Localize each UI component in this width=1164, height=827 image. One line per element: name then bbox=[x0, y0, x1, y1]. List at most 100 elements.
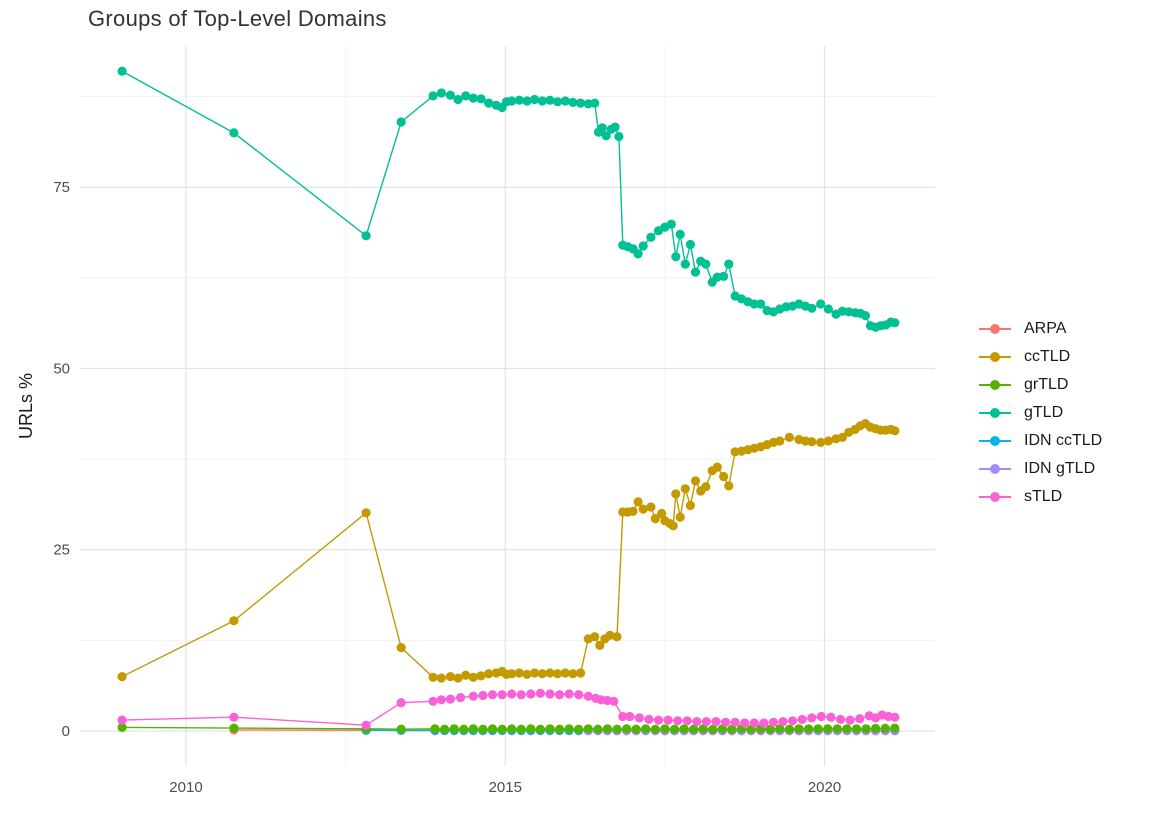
data-point-stld bbox=[711, 717, 721, 727]
data-point-cctld bbox=[484, 669, 494, 679]
data-point-grtld bbox=[507, 724, 517, 734]
data-point-grtld bbox=[554, 724, 565, 734]
data-point-stld bbox=[682, 716, 692, 726]
data-point-cctld bbox=[685, 500, 696, 511]
data-point-grtld bbox=[487, 724, 498, 734]
data-point-grtld bbox=[622, 724, 632, 734]
legend-item-stld: sTLD bbox=[978, 488, 1102, 506]
data-point-cctld bbox=[507, 669, 517, 679]
data-point-grtld bbox=[832, 724, 842, 734]
data-point-grtld bbox=[602, 724, 613, 734]
data-point-cctld bbox=[605, 630, 615, 640]
legend-label: grTLD bbox=[1024, 376, 1069, 393]
legend-key-icon bbox=[979, 436, 1011, 446]
data-point-stld bbox=[653, 715, 664, 725]
data-point-cctld bbox=[701, 482, 711, 492]
data-point-gtld bbox=[545, 95, 555, 105]
data-point-stld bbox=[644, 714, 654, 725]
data-point-cctld bbox=[823, 436, 834, 446]
data-point-grtld bbox=[583, 724, 593, 734]
data-point-stld bbox=[634, 713, 645, 723]
data-point-gtld bbox=[522, 96, 532, 106]
data-point-cctld bbox=[545, 668, 555, 678]
data-point-stld bbox=[583, 691, 593, 701]
data-point-grtld bbox=[851, 724, 862, 734]
data-point-cctld bbox=[638, 504, 648, 514]
data-point-grtld bbox=[861, 724, 871, 734]
data-point-stld bbox=[428, 696, 438, 706]
data-point-cctld bbox=[675, 512, 685, 522]
data-point-grtld bbox=[612, 724, 622, 734]
data-point-stld bbox=[740, 718, 750, 728]
data-point-grtld bbox=[641, 724, 651, 734]
series-cctld bbox=[117, 419, 900, 683]
data-point-cctld bbox=[719, 471, 729, 482]
data-point-grtld bbox=[229, 723, 239, 733]
data-point-grtld bbox=[871, 723, 881, 734]
data-point-gtld bbox=[646, 232, 656, 242]
data-point-cctld bbox=[633, 497, 643, 507]
data-point-cctld bbox=[837, 432, 848, 442]
data-point-cctld bbox=[657, 508, 667, 519]
data-point-gtld bbox=[860, 311, 871, 321]
series-line-gtld bbox=[121, 70, 895, 328]
data-point-cctld bbox=[476, 671, 486, 681]
data-point-stld bbox=[497, 690, 507, 700]
data-point-grtld bbox=[468, 724, 478, 734]
series-grtld bbox=[117, 722, 900, 734]
data-point-cctld bbox=[807, 437, 817, 447]
data-point-cctld bbox=[553, 669, 563, 679]
data-point-grtld bbox=[890, 723, 900, 733]
data-point-gtld bbox=[685, 239, 696, 250]
data-point-grtld bbox=[765, 724, 775, 734]
data-point-stld bbox=[609, 696, 619, 706]
data-point-grtld bbox=[698, 724, 708, 734]
data-point-cctld bbox=[537, 669, 547, 679]
data-point-grtld bbox=[449, 724, 459, 734]
legend-key-icon bbox=[979, 408, 1011, 418]
data-point-grtld bbox=[430, 724, 440, 734]
data-point-grtld bbox=[727, 724, 737, 734]
data-point-cctld bbox=[595, 640, 605, 651]
data-point-gtld bbox=[436, 88, 446, 98]
data-point-gtld bbox=[229, 128, 239, 138]
data-point-grtld bbox=[784, 724, 795, 734]
data-point-grtld bbox=[669, 724, 680, 734]
chart-title: Groups of Top-Level Domains bbox=[88, 6, 387, 31]
legend-item-arpa: ARPA bbox=[978, 320, 1102, 338]
data-point-gtld bbox=[568, 97, 578, 107]
data-point-gtld bbox=[671, 252, 681, 262]
data-point-cctld bbox=[775, 436, 785, 446]
x-tick-label: 2010 bbox=[169, 779, 202, 796]
data-point-gtld bbox=[428, 91, 438, 101]
y-tick-label: 0 bbox=[62, 723, 70, 740]
legend-item-grtld: grTLD bbox=[978, 376, 1102, 394]
data-point-gtld bbox=[614, 131, 624, 142]
data-point-grtld bbox=[497, 724, 507, 734]
data-point-stld bbox=[749, 718, 759, 728]
data-point-cctld bbox=[117, 672, 127, 682]
data-point-gtld bbox=[468, 93, 478, 103]
data-point-cctld bbox=[646, 502, 656, 512]
data-point-stld bbox=[361, 720, 371, 730]
data-point-grtld bbox=[545, 724, 555, 734]
data-point-gtld bbox=[484, 98, 494, 108]
legend-item-idn-cctld: IDN ccTLD bbox=[978, 432, 1102, 450]
data-point-cctld bbox=[229, 616, 239, 626]
data-point-grtld bbox=[794, 724, 804, 734]
data-point-gtld bbox=[666, 219, 676, 229]
data-point-stld bbox=[673, 716, 683, 726]
data-point-gtld bbox=[590, 98, 600, 108]
data-point-cctld bbox=[530, 668, 540, 678]
data-point-grtld bbox=[880, 723, 890, 734]
data-point-grtld bbox=[813, 724, 823, 734]
data-point-grtld bbox=[535, 724, 546, 734]
data-point-cctld bbox=[514, 668, 524, 678]
data-point-cctld bbox=[396, 643, 406, 653]
data-point-gtld bbox=[816, 299, 826, 309]
data-point-gtld bbox=[638, 241, 648, 251]
data-point-cctld bbox=[576, 668, 586, 678]
data-point-grtld bbox=[679, 724, 689, 734]
y-tick-label: 75 bbox=[53, 179, 70, 196]
